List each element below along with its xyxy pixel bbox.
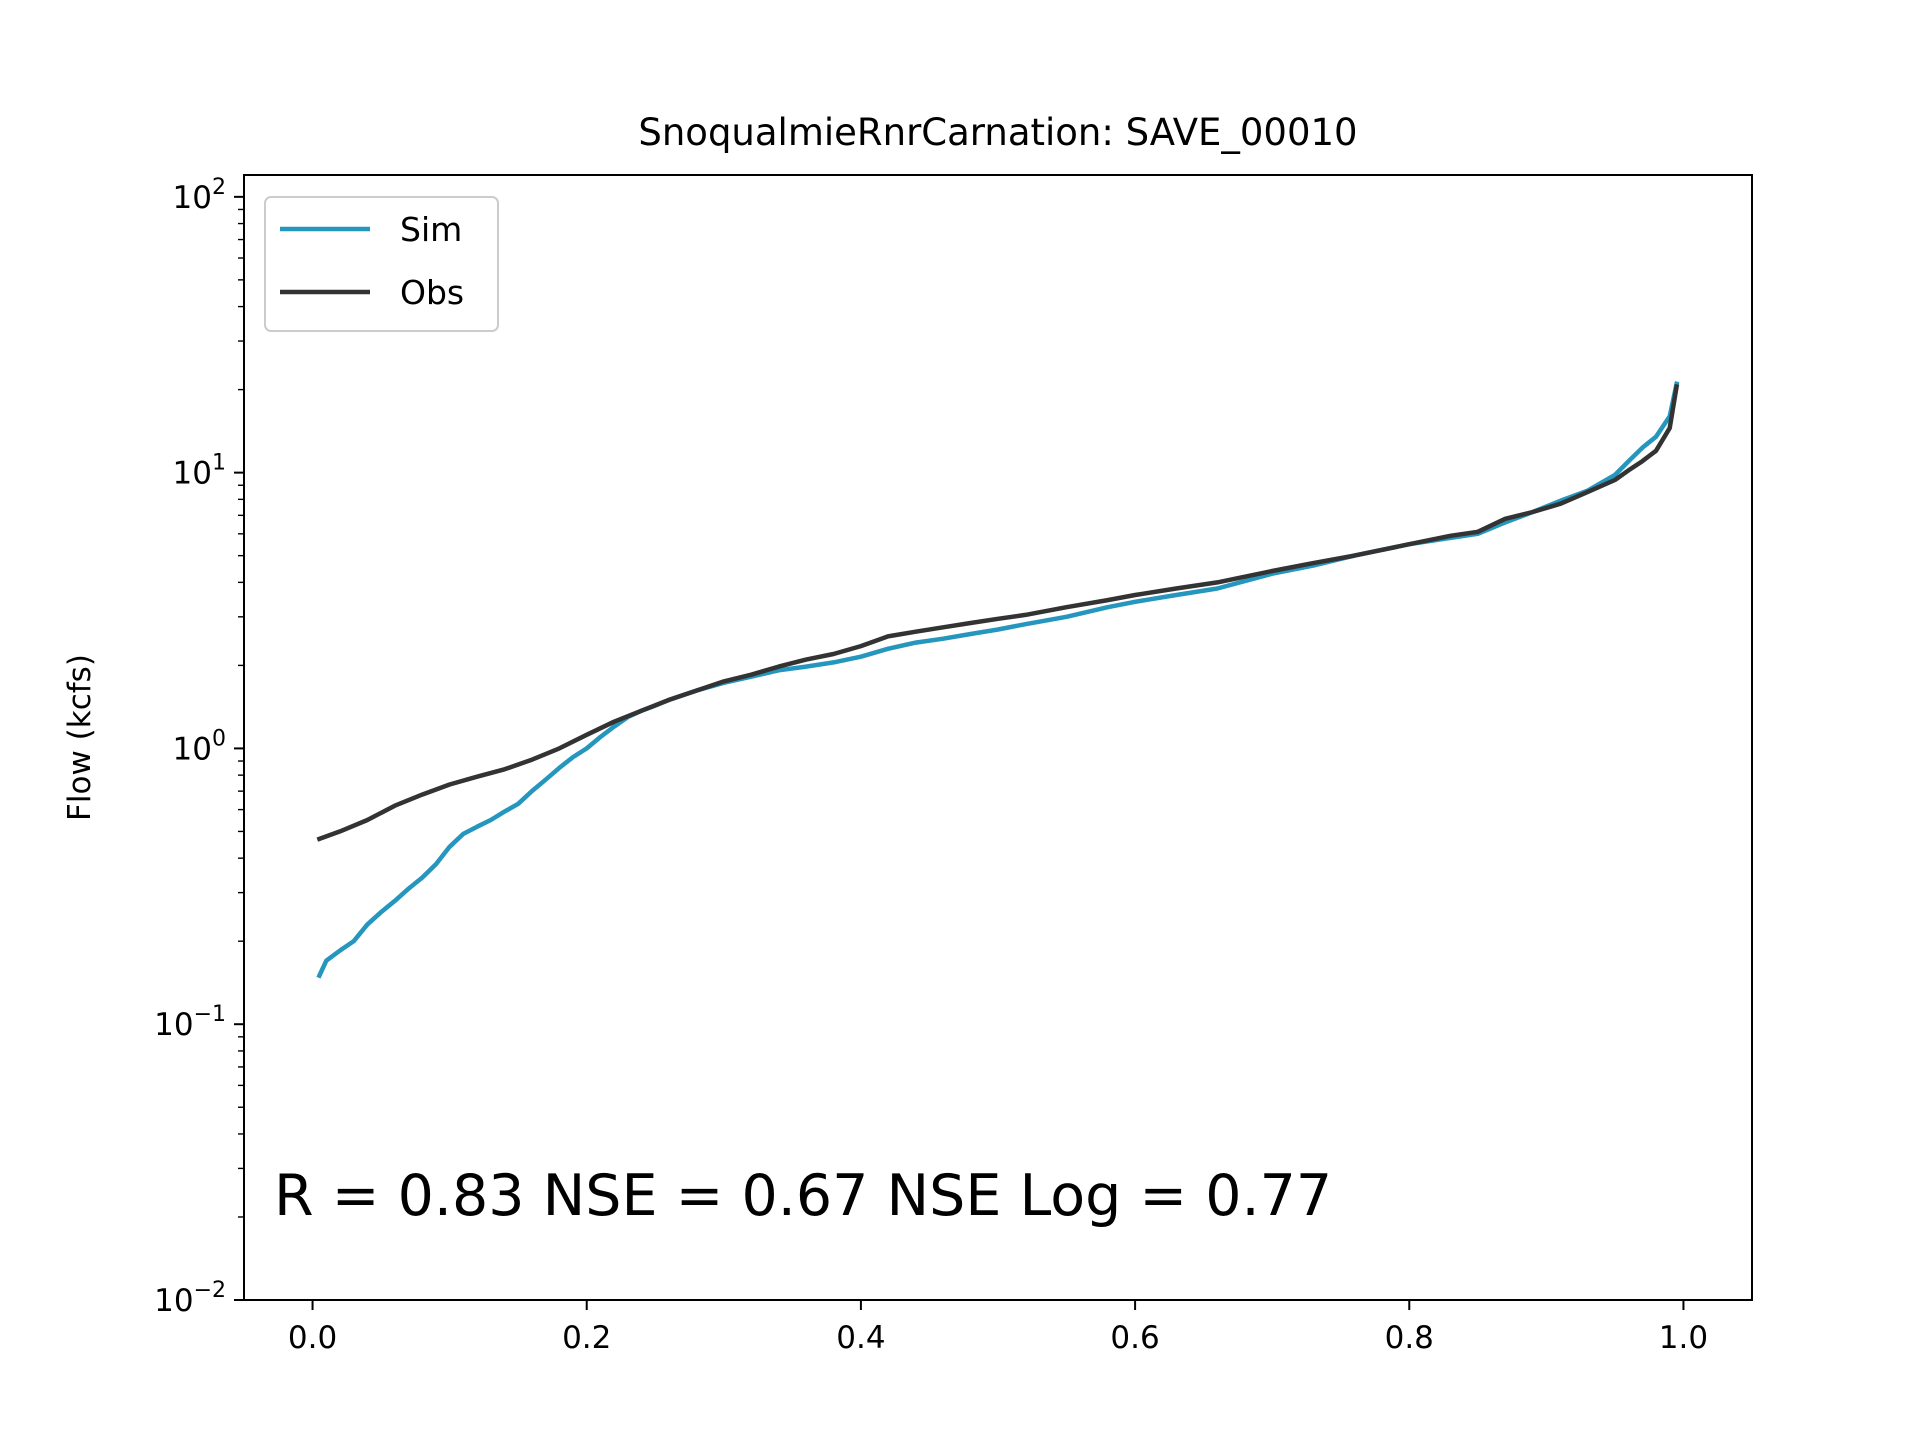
legend: Sim Obs — [264, 196, 499, 332]
y-tick-label: 10−2 — [154, 1278, 226, 1319]
y-tick-label: 100 — [173, 726, 226, 767]
y-axis-title: Flow (kcfs) — [62, 654, 98, 821]
legend-label-sim: Sim — [400, 210, 462, 249]
x-tick-label: 0.6 — [1110, 1320, 1159, 1356]
ticks-layer: 0.0 0.2 0.4 0.6 0.8 1.0 10−2 10−1 100 101 102 — [154, 175, 1708, 1356]
metrics-annotation: R = 0.83 NSE = 0.67 NSE Log = 0.77 — [274, 1163, 1332, 1229]
series-line-obs — [316, 384, 1680, 842]
x-tick-label: 0.2 — [562, 1320, 611, 1356]
x-tick-label: 1.0 — [1659, 1320, 1708, 1356]
chart-title: SnoqualmieRnrCarnation: SAVE_00010 — [638, 111, 1357, 154]
y-tick-label: 101 — [173, 451, 226, 492]
y-tick-label: 10−1 — [154, 1002, 226, 1043]
x-tick-label: 0.8 — [1385, 1320, 1434, 1356]
legend-label-obs: Obs — [400, 273, 464, 312]
x-tick-label: 0.4 — [836, 1320, 885, 1356]
y-tick-label: 102 — [173, 175, 226, 216]
series-layer — [316, 381, 1680, 979]
x-tick-label: 0.0 — [288, 1320, 337, 1356]
plot-frame — [243, 174, 1753, 1301]
